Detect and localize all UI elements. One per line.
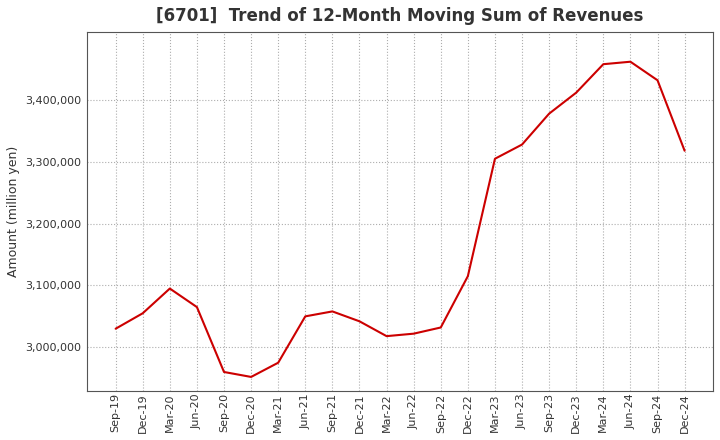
Title: [6701]  Trend of 12-Month Moving Sum of Revenues: [6701] Trend of 12-Month Moving Sum of R… (156, 7, 644, 25)
Y-axis label: Amount (million yen): Amount (million yen) (7, 146, 20, 277)
